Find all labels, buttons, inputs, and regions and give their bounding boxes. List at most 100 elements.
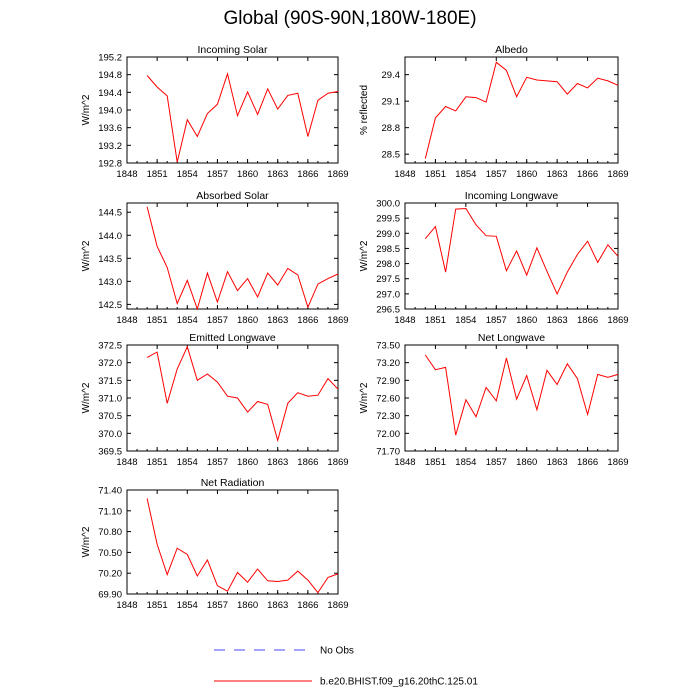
emitted-longwave-title: Emitted Longwave (189, 332, 276, 344)
incoming-solar-xtick-label: 1854 (177, 169, 198, 180)
net-radiation-xtick-label: 1869 (327, 600, 348, 611)
albedo-ytick-label: 29.1 (382, 97, 401, 108)
net-longwave-ytick-label: 72.00 (376, 429, 400, 440)
emitted-longwave-ylabel: W/m^2 (81, 382, 92, 413)
incoming-longwave-ytick-label: 300.0 (376, 199, 400, 210)
incoming-solar-xtick-label: 1857 (207, 169, 228, 180)
incoming-longwave-xtick-label: 1866 (577, 315, 598, 326)
net-longwave-ytick-label: 71.70 (376, 447, 400, 458)
net-longwave-ytick-label: 72.60 (376, 394, 400, 405)
incoming-longwave-xtick-label: 1869 (607, 315, 628, 326)
net-radiation-ytick-label: 71.10 (98, 506, 122, 517)
albedo-title: Albedo (495, 44, 528, 56)
albedo-ytick-label: 28.5 (382, 150, 401, 161)
incoming-longwave-xtick-label: 1860 (516, 315, 537, 326)
absorbed-solar-ytick-label: 144.5 (98, 208, 122, 219)
net-radiation-ytick-label: 71.40 (98, 486, 122, 497)
net-longwave-ytick-label: 72.30 (376, 411, 400, 422)
absorbed-solar-ylabel: W/m^2 (81, 240, 92, 271)
net-radiation-plot-frame (126, 489, 339, 595)
emitted-longwave-xtick-label: 1869 (327, 457, 348, 468)
net-radiation-ytick-label: 70.20 (98, 569, 122, 580)
emitted-longwave-ytick-label: 371.5 (98, 376, 122, 387)
incoming-longwave-series-line (424, 207, 619, 296)
absorbed-solar-ytick-label: 143.5 (98, 254, 122, 265)
incoming-longwave-xtick-label: 1854 (455, 315, 476, 326)
incoming-solar-xtick-label: 1866 (297, 169, 318, 180)
incoming-solar-ytick-label: 193.2 (98, 141, 122, 152)
incoming-solar-xtick-label: 1863 (267, 169, 288, 180)
incoming-longwave-ytick-label: 299.0 (376, 229, 400, 240)
net-longwave-ylabel: W/m^2 (359, 382, 370, 413)
incoming-solar-title: Incoming Solar (197, 44, 268, 56)
net-longwave-xtick-label: 1869 (607, 457, 628, 468)
emitted-longwave-ytick-label: 371.0 (98, 394, 122, 405)
net-radiation-ylabel: W/m^2 (81, 526, 92, 557)
emitted-longwave-ytick-label: 370.0 (98, 429, 122, 440)
absorbed-solar-ytick-label: 142.5 (98, 300, 122, 311)
legend-no-obs-label: No Obs (320, 646, 354, 657)
absorbed-solar-xtick-label: 1860 (237, 315, 258, 326)
incoming-longwave-ytick-label: 299.5 (376, 214, 400, 225)
net-radiation-xtick-label: 1854 (177, 600, 198, 611)
net-longwave-title: Net Longwave (478, 332, 545, 344)
absorbed-solar-xtick-label: 1857 (207, 315, 228, 326)
net-radiation-title: Net Radiation (201, 477, 265, 489)
absorbed-solar-ytick-label: 144.0 (98, 231, 122, 242)
incoming-longwave-ylabel: W/m^2 (359, 240, 370, 271)
net-radiation-ytick-label: 69.90 (98, 590, 122, 601)
figure-title: Global (90S-90N,180W-180E) (223, 8, 477, 29)
albedo-xtick-label: 1848 (394, 169, 415, 180)
net-longwave-ytick-label: 73.20 (376, 358, 400, 369)
incoming-longwave-title: Incoming Longwave (465, 190, 559, 202)
albedo-xtick-label: 1854 (455, 169, 476, 180)
net-longwave-xtick-label: 1860 (516, 457, 537, 468)
net-longwave-xtick-label: 1854 (455, 457, 476, 468)
net-radiation-xtick-label: 1866 (297, 600, 318, 611)
incoming-solar-xtick-label: 1851 (147, 169, 168, 180)
albedo-ytick-label: 28.8 (382, 123, 401, 134)
net-longwave-series-line (424, 354, 619, 436)
net-longwave-xtick-label: 1863 (547, 457, 568, 468)
albedo-ylabel: % reflected (359, 85, 370, 135)
absorbed-solar-ytick-label: 143.0 (98, 277, 122, 288)
albedo-xtick-label: 1869 (607, 169, 628, 180)
net-radiation-xtick-label: 1857 (207, 600, 228, 611)
incoming-longwave-xtick-label: 1848 (394, 315, 415, 326)
incoming-solar-xtick-label: 1860 (237, 169, 258, 180)
net-longwave-plot-frame (404, 344, 619, 452)
net-longwave-ytick-label: 72.90 (376, 376, 400, 387)
emitted-longwave-ytick-label: 372.0 (98, 358, 122, 369)
incoming-solar-plot-frame (126, 56, 339, 164)
net-radiation-ytick-label: 70.80 (98, 527, 122, 538)
albedo-xtick-label: 1857 (486, 169, 507, 180)
emitted-longwave-ytick-label: 369.5 (98, 447, 122, 458)
absorbed-solar-xtick-label: 1866 (297, 315, 318, 326)
absorbed-solar-xtick-label: 1863 (267, 315, 288, 326)
emitted-longwave-xtick-label: 1860 (237, 457, 258, 468)
albedo-ytick-label: 29.4 (382, 70, 401, 81)
incoming-longwave-ytick-label: 298.5 (376, 244, 400, 255)
incoming-longwave-ytick-label: 296.5 (376, 305, 400, 316)
emitted-longwave-ytick-label: 372.5 (98, 341, 122, 352)
incoming-solar-ytick-label: 193.6 (98, 123, 122, 134)
absorbed-solar-xtick-label: 1854 (177, 315, 198, 326)
incoming-longwave-ytick-label: 297.0 (376, 289, 400, 300)
absorbed-solar-title: Absorbed Solar (196, 190, 269, 202)
incoming-solar-ytick-label: 194.4 (98, 88, 122, 99)
net-radiation-xtick-label: 1848 (116, 600, 137, 611)
emitted-longwave-xtick-label: 1857 (207, 457, 228, 468)
net-longwave-xtick-label: 1848 (394, 457, 415, 468)
incoming-longwave-xtick-label: 1851 (425, 315, 446, 326)
emitted-longwave-series-line (146, 345, 339, 443)
incoming-longwave-ytick-label: 297.5 (376, 274, 400, 285)
albedo-xtick-label: 1863 (547, 169, 568, 180)
emitted-longwave-xtick-label: 1866 (297, 457, 318, 468)
albedo-series-line (424, 61, 619, 159)
incoming-solar-ytick-label: 195.2 (98, 53, 122, 64)
incoming-solar-ytick-label: 192.8 (98, 159, 122, 170)
emitted-longwave-xtick-label: 1863 (267, 457, 288, 468)
net-radiation-xtick-label: 1863 (267, 600, 288, 611)
albedo-plot-frame (404, 56, 619, 164)
